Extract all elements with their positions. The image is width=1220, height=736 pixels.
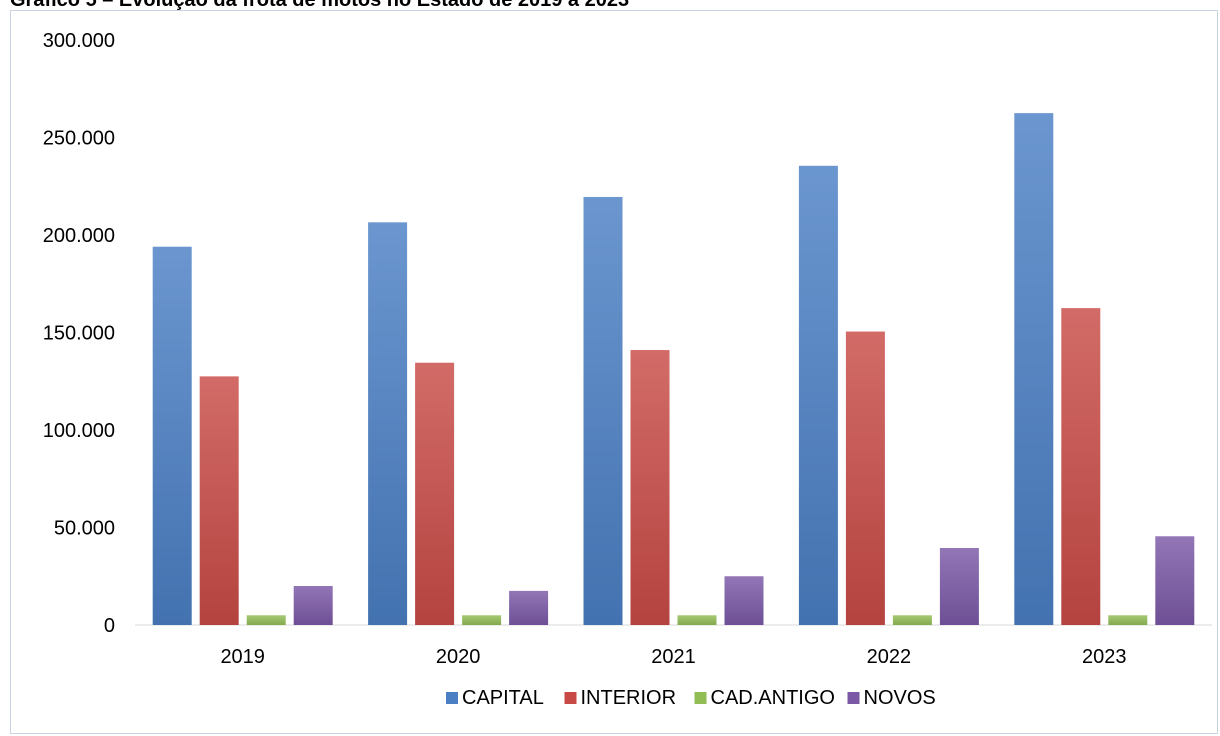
bar-interior-2019 bbox=[199, 376, 239, 625]
bar-novos-2023 bbox=[1155, 536, 1195, 625]
bar-novos-2021 bbox=[724, 576, 764, 625]
bar-cad-antigo-2023 bbox=[1108, 615, 1148, 625]
legend-swatch-cad-antigo bbox=[694, 692, 707, 704]
legend-swatch-capital bbox=[446, 692, 458, 704]
x-tick-label: 2023 bbox=[1082, 646, 1127, 668]
legend-label-interior: INTERIOR bbox=[581, 687, 677, 709]
bar-novos-2020 bbox=[509, 590, 549, 625]
x-tick-label: 2019 bbox=[220, 646, 265, 668]
bar-interior-2023 bbox=[1061, 308, 1101, 625]
bar-novos-2019 bbox=[293, 586, 333, 625]
bar-capital-2020 bbox=[368, 222, 408, 625]
legend-label-capital: CAPITAL bbox=[462, 687, 544, 709]
legend-swatch-interior bbox=[564, 692, 577, 704]
chart-frame bbox=[10, 10, 1218, 734]
legend-swatch-novos bbox=[847, 692, 860, 704]
bar-capital-2021 bbox=[583, 196, 623, 625]
y-tick-label: 200.000 bbox=[43, 225, 115, 247]
legend-label-cad-antigo: CAD.ANTIGO bbox=[711, 687, 835, 709]
legend: CAPITAL INTERIOR CAD.ANTIGO NOVOS bbox=[446, 687, 936, 709]
bar-cad-antigo-2020 bbox=[462, 615, 502, 625]
y-tick-label: 0 bbox=[104, 615, 115, 637]
x-tick-label: 2021 bbox=[651, 646, 696, 668]
bar-interior-2022 bbox=[845, 331, 885, 625]
bars bbox=[152, 113, 1195, 625]
y-tick-label: 150.000 bbox=[43, 323, 115, 345]
bar-cad-antigo-2021 bbox=[677, 615, 717, 625]
legend-label-novos: NOVOS bbox=[864, 687, 936, 709]
y-tick-label: 100.000 bbox=[43, 420, 115, 442]
bar-interior-2021 bbox=[630, 350, 670, 625]
y-axis-ticks: 0 50.000 100.000 150.000 200.000 250.000 300.0… bbox=[43, 30, 115, 637]
y-tick-label: 250.000 bbox=[43, 128, 115, 150]
bar-novos-2022 bbox=[939, 547, 979, 625]
x-tick-label: 2020 bbox=[436, 646, 481, 668]
x-axis-ticks: 2019 2020 2021 2022 2023 bbox=[220, 646, 1126, 668]
bar-interior-2020 bbox=[415, 362, 455, 625]
bar-cad-antigo-2022 bbox=[892, 615, 932, 625]
chart-title: Gráfico 5 – Evolução da frota de motos n… bbox=[10, 0, 630, 11]
bar-cad-antigo-2019 bbox=[246, 615, 286, 625]
bar-capital-2019 bbox=[152, 246, 192, 625]
x-tick-label: 2022 bbox=[867, 646, 912, 668]
bar-capital-2022 bbox=[798, 165, 838, 625]
bar-capital-2023 bbox=[1014, 113, 1054, 625]
y-tick-label: 300.000 bbox=[43, 30, 115, 52]
y-tick-label: 50.000 bbox=[54, 518, 115, 540]
